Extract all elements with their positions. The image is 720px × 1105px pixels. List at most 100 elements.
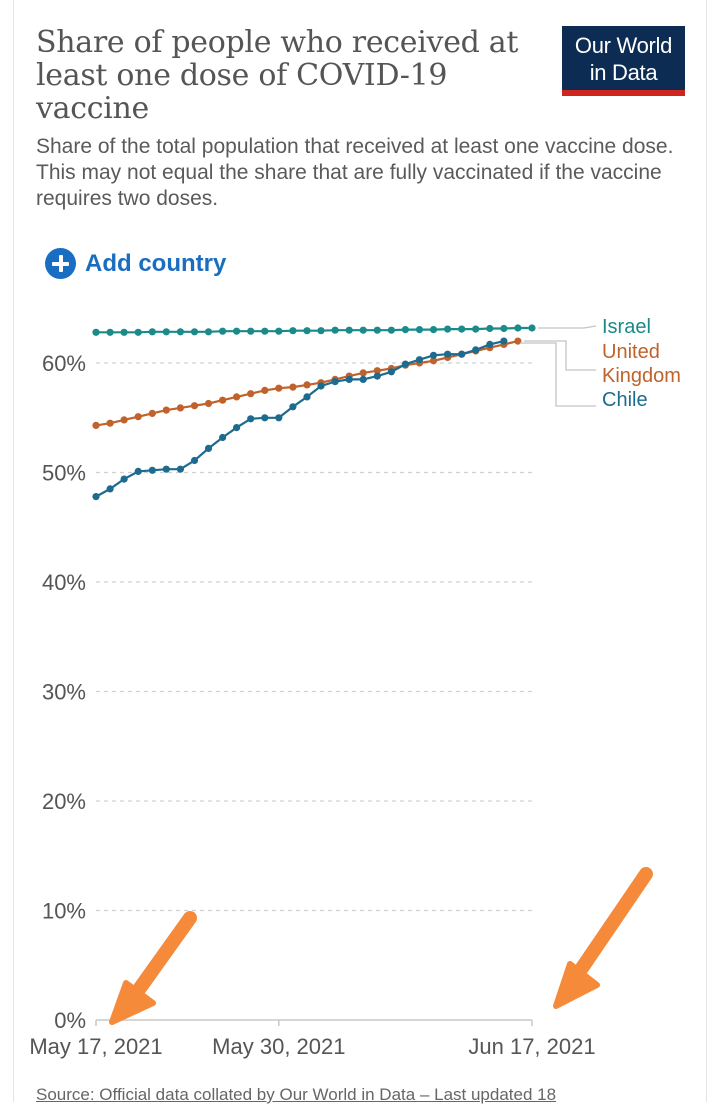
data-point-united-kingdom: [92, 421, 100, 429]
series-israel[interactable]: [92, 324, 536, 336]
y-tick-label: 20%: [42, 789, 86, 814]
data-point-united-kingdom: [190, 402, 199, 410]
legend-connector: [519, 342, 596, 407]
x-tick-label: May 17, 2021: [29, 1034, 162, 1059]
add-country-label: Add country: [85, 249, 227, 277]
data-point-united-kingdom: [275, 384, 283, 392]
x-axis: May 17, 2021 May 30, 2021 Jun 17, 2021: [29, 1019, 596, 1059]
y-tick-label: 0%: [54, 1008, 86, 1033]
data-point-israel: [500, 324, 508, 333]
data-point-israel: [162, 328, 170, 336]
data-point-chile: [500, 337, 508, 345]
data-point-chile: [373, 372, 381, 380]
series-united-kingdom[interactable]: [92, 337, 522, 430]
data-point-chile: [247, 415, 255, 423]
data-point-israel: [444, 325, 452, 333]
data-point-united-kingdom: [176, 404, 184, 412]
y-tick-label: 40%: [42, 570, 86, 595]
annotations: [109, 867, 653, 1025]
legend-label: Chile: [602, 389, 648, 411]
data-point-chile: [289, 403, 297, 411]
data-point-israel: [134, 328, 142, 336]
data-point-chile: [387, 368, 395, 376]
data-point-israel: [92, 328, 100, 336]
right-frame-line: [706, 0, 707, 1102]
data-point-israel: [106, 328, 114, 336]
data-point-chile: [233, 424, 241, 432]
legend-label: Kingdom: [602, 365, 681, 387]
source-footer[interactable]: Source: Official data collated by Our Wo…: [36, 1085, 557, 1104]
data-point-israel: [261, 327, 269, 335]
data-point-united-kingdom: [204, 399, 213, 408]
left-annotation-arrow: [109, 911, 197, 1025]
x-tick-label: Jun 17, 2021: [468, 1034, 595, 1059]
data-point-united-kingdom: [289, 383, 297, 391]
owid-logo[interactable]: Our World in Data: [562, 26, 685, 96]
data-point-israel: [528, 324, 536, 332]
data-point-israel: [204, 328, 213, 336]
data-point-chile: [261, 414, 269, 422]
series-line-chile: [95, 340, 505, 498]
data-point-chile: [359, 375, 367, 383]
data-point-israel: [359, 326, 367, 334]
data-point-united-kingdom: [148, 409, 156, 417]
data-point-united-kingdom: [106, 419, 114, 427]
data-point-chile: [444, 350, 452, 358]
legend-item-israel[interactable]: Israel: [538, 316, 651, 338]
data-point-united-kingdom: [134, 413, 142, 421]
data-point-chile: [345, 375, 353, 383]
data-point-chile: [331, 378, 339, 386]
data-point-israel: [233, 327, 241, 335]
data-point-israel: [190, 328, 199, 336]
data-point-chile: [486, 340, 494, 348]
data-point-chile: [317, 382, 325, 390]
data-point-united-kingdom: [429, 357, 438, 365]
legend-connector: [538, 325, 597, 329]
data-point-israel: [303, 327, 311, 335]
data-point-israel: [415, 326, 424, 334]
data-point-israel: [247, 327, 255, 335]
legend-connector: [523, 340, 596, 371]
legend-item-chile[interactable]: Chile: [519, 342, 648, 411]
data-point-chile: [429, 351, 438, 359]
data-point-israel: [472, 325, 480, 333]
chart-title: Share of people who received at least on…: [36, 25, 519, 126]
data-point-chile: [190, 456, 199, 465]
data-point-chile: [120, 475, 128, 483]
y-tick-label: 50%: [42, 461, 86, 486]
data-point-israel: [289, 327, 297, 335]
y-tick-label: 30%: [42, 680, 86, 705]
data-point-chile: [275, 414, 283, 422]
add-country-button[interactable]: Add country: [45, 248, 226, 279]
data-point-israel: [387, 326, 395, 334]
data-point-chile: [415, 356, 424, 364]
series-line-israel: [96, 326, 532, 334]
data-point-israel: [176, 328, 184, 336]
data-point-israel: [486, 324, 494, 333]
data-point-chile: [176, 465, 184, 473]
data-point-chile: [106, 485, 114, 493]
legend-label: Israel: [602, 316, 651, 338]
data-point-israel: [514, 324, 522, 332]
data-point-united-kingdom: [120, 416, 128, 424]
y-tick-label: 10%: [42, 899, 86, 924]
logo-line-2: in Data: [589, 60, 658, 85]
data-point-israel: [331, 326, 339, 334]
legend-label: United: [602, 341, 660, 363]
right-annotation-arrow: [553, 867, 653, 1009]
plus-circle-icon: [45, 248, 76, 279]
left-frame-line: [13, 0, 14, 1102]
data-point-chile: [134, 467, 142, 475]
data-point-israel: [429, 326, 438, 334]
data-point-chile: [219, 433, 227, 442]
data-point-chile: [458, 350, 466, 358]
data-point-chile: [303, 393, 311, 401]
series-chile[interactable]: [92, 337, 508, 501]
data-point-israel: [148, 328, 156, 336]
data-point-united-kingdom: [219, 396, 227, 404]
gridlines: [96, 362, 532, 912]
data-point-israel: [345, 326, 353, 334]
